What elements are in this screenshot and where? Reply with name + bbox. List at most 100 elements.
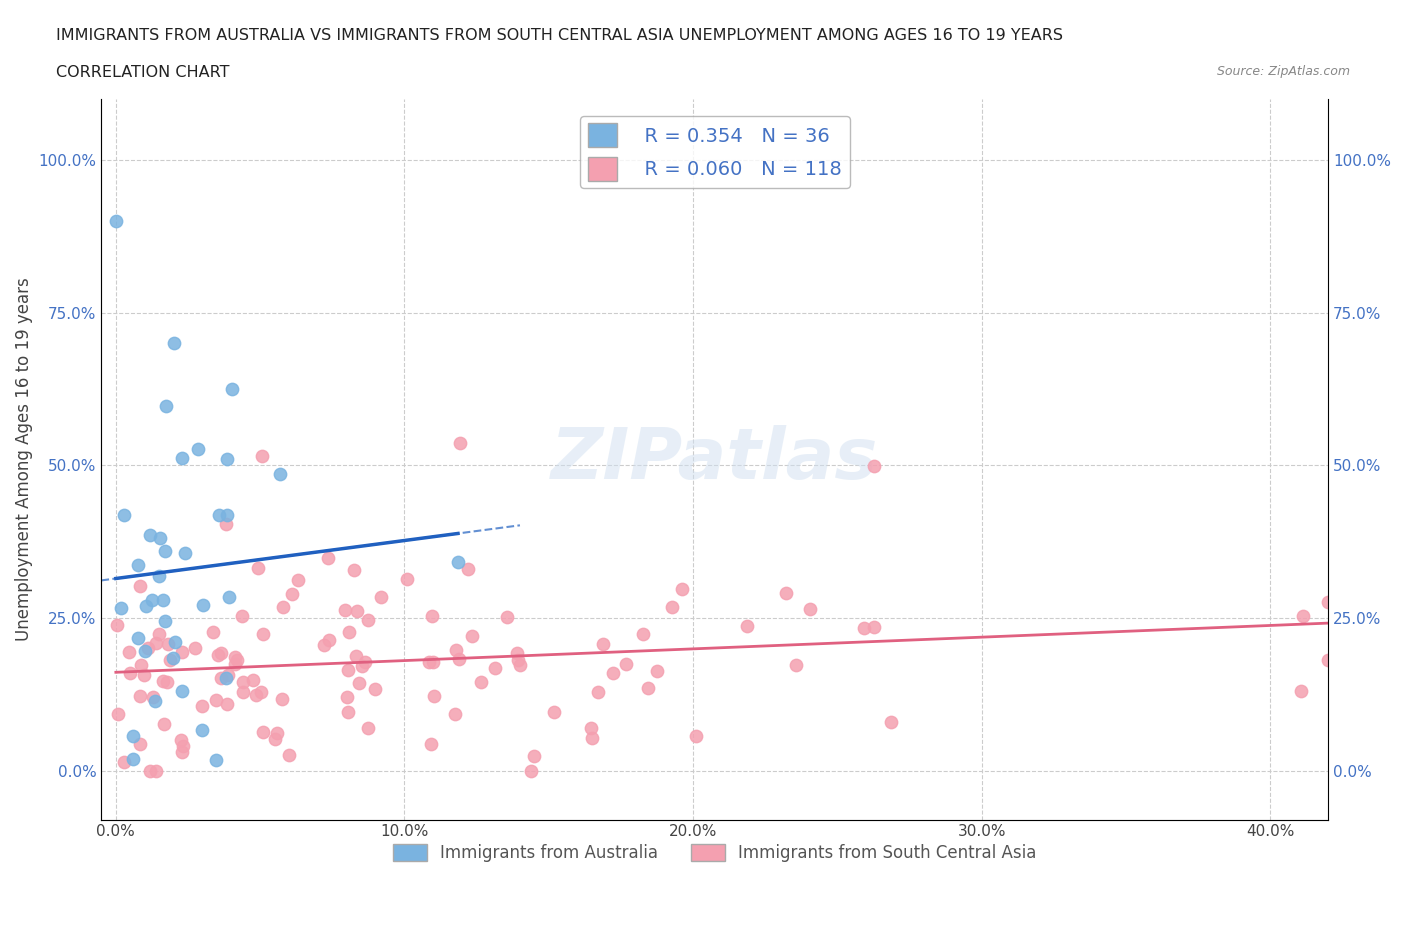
- Immigrants from South Central Asia: [470, 674, 492, 689]
- Immigrants from South Central Asia: [170, 644, 193, 659]
- Immigrants from South Central Asia: [520, 764, 543, 778]
- Immigrants from South Central Asia: [344, 648, 367, 663]
- Immigrants from South Central Asia: [202, 625, 225, 640]
- Immigrants from South Central Asia: [337, 662, 360, 677]
- Immigrants from South Central Asia: [231, 609, 253, 624]
- Immigrants from Australia: [149, 531, 172, 546]
- Immigrants from South Central Asia: [495, 609, 517, 624]
- Immigrants from South Central Asia: [614, 657, 637, 671]
- Immigrants from Australia: [215, 671, 238, 685]
- Immigrants from Australia: [174, 546, 197, 561]
- Immigrants from South Central Asia: [172, 745, 194, 760]
- Immigrants from Australia: [122, 751, 145, 766]
- Immigrants from South Central Asia: [107, 706, 129, 721]
- Immigrants from South Central Asia: [484, 661, 506, 676]
- Text: ZIPatlas: ZIPatlas: [551, 425, 879, 494]
- Immigrants from South Central Asia: [217, 668, 239, 683]
- Immigrants from South Central Asia: [506, 646, 529, 661]
- Immigrants from South Central Asia: [737, 619, 759, 634]
- Immigrants from South Central Asia: [1317, 652, 1340, 667]
- Immigrants from South Central Asia: [252, 448, 274, 463]
- Immigrants from South Central Asia: [444, 707, 467, 722]
- Immigrants from South Central Asia: [170, 733, 193, 748]
- Immigrants from South Central Asia: [457, 562, 479, 577]
- Immigrants from South Central Asia: [579, 721, 602, 736]
- Immigrants from South Central Asia: [336, 690, 359, 705]
- Immigrants from South Central Asia: [422, 655, 444, 670]
- Immigrants from South Central Asia: [444, 643, 467, 658]
- Immigrants from South Central Asia: [271, 692, 294, 707]
- Immigrants from Australia: [112, 507, 135, 522]
- Immigrants from South Central Asia: [232, 675, 254, 690]
- Immigrants from South Central Asia: [449, 651, 471, 666]
- Legend: Immigrants from Australia, Immigrants from South Central Asia: Immigrants from Australia, Immigrants fr…: [387, 837, 1043, 869]
- Immigrants from South Central Asia: [449, 435, 471, 450]
- Immigrants from South Central Asia: [209, 645, 232, 660]
- Immigrants from South Central Asia: [266, 725, 288, 740]
- Immigrants from South Central Asia: [245, 687, 267, 702]
- Immigrants from South Central Asia: [281, 587, 304, 602]
- Immigrants from South Central Asia: [586, 685, 609, 700]
- Immigrants from South Central Asia: [592, 637, 614, 652]
- Immigrants from South Central Asia: [1292, 608, 1315, 623]
- Immigrants from South Central Asia: [232, 684, 254, 699]
- Immigrants from Australia: [191, 723, 214, 737]
- Immigrants from Australia: [269, 466, 291, 481]
- Immigrants from South Central Asia: [312, 637, 335, 652]
- Immigrants from South Central Asia: [134, 668, 156, 683]
- Immigrants from South Central Asia: [145, 764, 167, 778]
- Immigrants from South Central Asia: [264, 731, 287, 746]
- Immigrants from South Central Asia: [172, 738, 194, 753]
- Immigrants from Australia: [148, 568, 170, 583]
- Immigrants from South Central Asia: [543, 704, 565, 719]
- Immigrants from South Central Asia: [347, 675, 370, 690]
- Immigrants from South Central Asia: [128, 737, 150, 751]
- Immigrants from South Central Asia: [637, 681, 659, 696]
- Immigrants from South Central Asia: [105, 618, 128, 632]
- Immigrants from South Central Asia: [364, 682, 387, 697]
- Immigrants from South Central Asia: [318, 632, 340, 647]
- Immigrants from Australia: [143, 694, 166, 709]
- Immigrants from South Central Asia: [370, 590, 392, 604]
- Immigrants from South Central Asia: [775, 586, 797, 601]
- Immigrants from South Central Asia: [1317, 595, 1340, 610]
- Immigrants from South Central Asia: [420, 609, 443, 624]
- Immigrants from South Central Asia: [880, 715, 903, 730]
- Immigrants from South Central Asia: [252, 627, 274, 642]
- Immigrants from South Central Asia: [128, 688, 150, 703]
- Immigrants from Australia: [170, 684, 193, 698]
- Immigrants from South Central Asia: [853, 620, 876, 635]
- Immigrants from South Central Asia: [287, 573, 309, 588]
- Text: IMMIGRANTS FROM AUSTRALIA VS IMMIGRANTS FROM SOUTH CENTRAL ASIA UNEMPLOYMENT AMO: IMMIGRANTS FROM AUSTRALIA VS IMMIGRANTS …: [56, 28, 1063, 43]
- Immigrants from South Central Asia: [129, 578, 152, 593]
- Immigrants from Australia: [205, 752, 228, 767]
- Immigrants from South Central Asia: [191, 698, 214, 713]
- Immigrants from Australia: [135, 598, 157, 613]
- Immigrants from Australia: [163, 635, 186, 650]
- Immigrants from Australia: [153, 614, 176, 629]
- Immigrants from South Central Asia: [671, 582, 693, 597]
- Immigrants from South Central Asia: [159, 653, 181, 668]
- Immigrants from Australia: [221, 381, 243, 396]
- Immigrants from South Central Asia: [145, 635, 167, 650]
- Immigrants from South Central Asia: [118, 644, 141, 659]
- Immigrants from South Central Asia: [418, 654, 440, 669]
- Immigrants from South Central Asia: [343, 563, 366, 578]
- Immigrants from Australia: [155, 398, 177, 413]
- Immigrants from South Central Asia: [247, 561, 270, 576]
- Immigrants from South Central Asia: [277, 748, 299, 763]
- Immigrants from South Central Asia: [120, 665, 142, 680]
- Immigrants from Australia: [208, 508, 231, 523]
- Immigrants from Australia: [134, 644, 156, 658]
- Immigrants from South Central Asia: [157, 637, 180, 652]
- Immigrants from South Central Asia: [224, 657, 246, 671]
- Immigrants from South Central Asia: [333, 603, 356, 618]
- Immigrants from South Central Asia: [337, 624, 360, 639]
- Immigrants from South Central Asia: [184, 641, 207, 656]
- Immigrants from South Central Asia: [354, 655, 377, 670]
- Y-axis label: Unemployment Among Ages 16 to 19 years: Unemployment Among Ages 16 to 19 years: [15, 277, 32, 641]
- Immigrants from Australia: [187, 442, 209, 457]
- Immigrants from South Central Asia: [581, 731, 603, 746]
- Immigrants from South Central Asia: [273, 599, 295, 614]
- Immigrants from Australia: [215, 452, 238, 467]
